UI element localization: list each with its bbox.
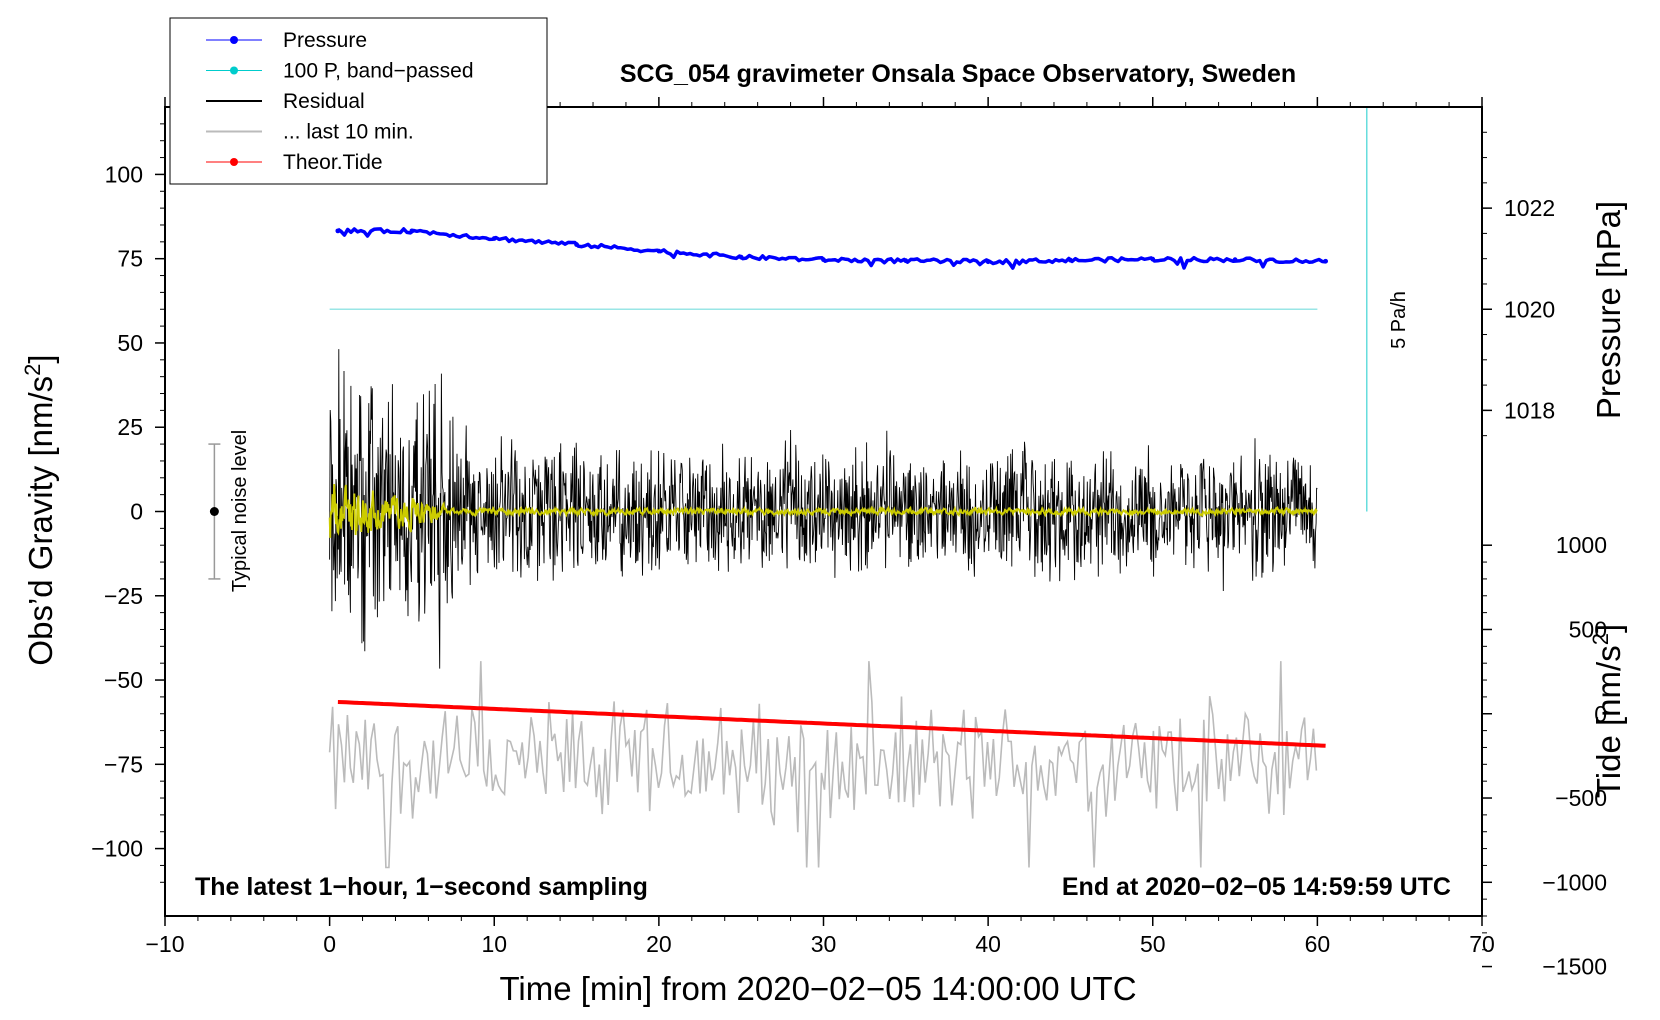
pressure-point — [1232, 257, 1238, 263]
noise-level-label: Typical noise level — [229, 430, 251, 592]
series-tide-line — [337, 700, 1326, 748]
y-tick-label-tide: 500 — [1569, 616, 1607, 642]
y-axis-title-gravity-text: Obs’d Gravity [nm/s — [22, 376, 59, 666]
y-axis-title-tide-end: ] — [1590, 624, 1627, 633]
y-axis-title-pressure: Pressure [hPa] — [1590, 201, 1627, 419]
pressure-point — [821, 257, 826, 263]
pressure-point — [656, 248, 662, 254]
y-tick-label-gravity: −25 — [104, 583, 143, 609]
y-axis-title-gravity-end: ] — [22, 354, 59, 363]
bottom-left-note: The latest 1−hour, 1−second sampling — [195, 873, 648, 901]
y-tick-label-gravity: 50 — [117, 330, 143, 356]
y-tick-label-tide: −1000 — [1542, 869, 1607, 895]
series-pressure — [335, 227, 1329, 270]
legend: Pressure 100 P, band−passed Residual ... la… — [169, 17, 548, 185]
data-layer — [208, 107, 1368, 869]
legend-label: ... last 10 min. — [283, 121, 414, 144]
pressure-point — [1068, 257, 1073, 263]
series-pressure-line — [336, 227, 1326, 270]
pressure-point — [335, 228, 341, 234]
noise-level-bar — [208, 443, 221, 580]
pressure-point — [409, 228, 415, 234]
series-last10min-line — [328, 661, 1318, 869]
y-tick-label-gravity: 75 — [117, 246, 143, 272]
pressure-point — [903, 258, 909, 264]
y-tick-label-gravity: 25 — [117, 414, 143, 440]
legend-label: Theor.Tide — [283, 151, 383, 174]
axes-layer: −10 0 10 20 30 40 50 60 701007550250−25−50−75−10… — [91, 97, 1607, 980]
legend-swatch-dot — [230, 158, 238, 166]
x-tick-label: 0 — [323, 931, 336, 957]
y-tick-label-gravity: −75 — [104, 751, 143, 777]
y-tick-label-tide: −500 — [1555, 785, 1607, 811]
pressure-point — [574, 242, 579, 247]
legend-item: Pressure — [206, 29, 367, 52]
x-tick-label: 60 — [1305, 931, 1331, 957]
x-tick-label: 40 — [975, 931, 1001, 957]
pressure-point — [738, 254, 744, 260]
y-axis-title-gravity: Obs’d Gravity [nm/s2] — [20, 354, 60, 665]
series-tide — [337, 700, 1326, 748]
y-tick-label-gravity: 0 — [130, 499, 143, 525]
y-tick-label-pressure: 1022 — [1504, 195, 1555, 221]
rate-label: 5 Pa/h — [1388, 291, 1410, 349]
pressure-point — [491, 236, 497, 241]
y-tick-label-tide: 1000 — [1556, 532, 1607, 558]
legend-item: ... last 10 min. — [206, 121, 414, 144]
y-tick-label-tide: −1500 — [1542, 954, 1607, 980]
pressure-point — [985, 259, 991, 265]
x-tick-label: 20 — [646, 931, 672, 957]
legend-label: Residual — [283, 90, 365, 113]
chart-title: SCG_054 gravimeter Onsala Space Observat… — [620, 60, 1296, 88]
series-residual-smoothed-line — [328, 483, 1318, 538]
y-axis-title-tide-text: Tide [nm/s — [1590, 645, 1627, 798]
pressure-point — [1323, 258, 1329, 264]
x-tick-label: 50 — [1140, 931, 1166, 957]
x-tick-label: 10 — [481, 931, 507, 957]
legend-item: 100 P, band−passed — [206, 60, 474, 83]
legend-swatch-dot — [230, 66, 238, 75]
y-tick-label-gravity: −100 — [91, 836, 143, 862]
bottom-right-note: End at 2020−02−05 14:59:59 UTC — [1062, 873, 1451, 901]
y-tick-label-gravity: 100 — [105, 161, 143, 187]
legend-item: Theor.Tide — [206, 151, 383, 174]
x-axis-title: Time [min] from 2020−02−05 14:00:00 UTC — [499, 970, 1136, 1007]
y-tick-label-gravity: −50 — [104, 667, 143, 693]
legend-swatch-dot — [230, 36, 238, 44]
legend-label: 100 P, band−passed — [283, 60, 474, 83]
x-tick-label: 70 — [1469, 931, 1495, 957]
x-tick-label: 30 — [811, 931, 837, 957]
y-tick-label-pressure: 1018 — [1504, 397, 1555, 423]
legend-item: Residual — [206, 90, 365, 113]
noise-level-point — [209, 507, 219, 516]
y-tick-label-pressure: 1020 — [1504, 296, 1555, 322]
pressure-point — [1150, 256, 1156, 262]
x-tick-label: −10 — [145, 931, 184, 957]
legend-label: Pressure — [283, 29, 367, 52]
y-axis-title-tide: Tide [nm/s2] — [1588, 624, 1628, 798]
y-tick-label-tide: 0 — [1594, 701, 1607, 727]
series-residual-line — [329, 349, 1318, 669]
y-axis-title-tide-sup: 2 — [1588, 633, 1613, 645]
y-axis-title-gravity-sup: 2 — [20, 364, 45, 376]
